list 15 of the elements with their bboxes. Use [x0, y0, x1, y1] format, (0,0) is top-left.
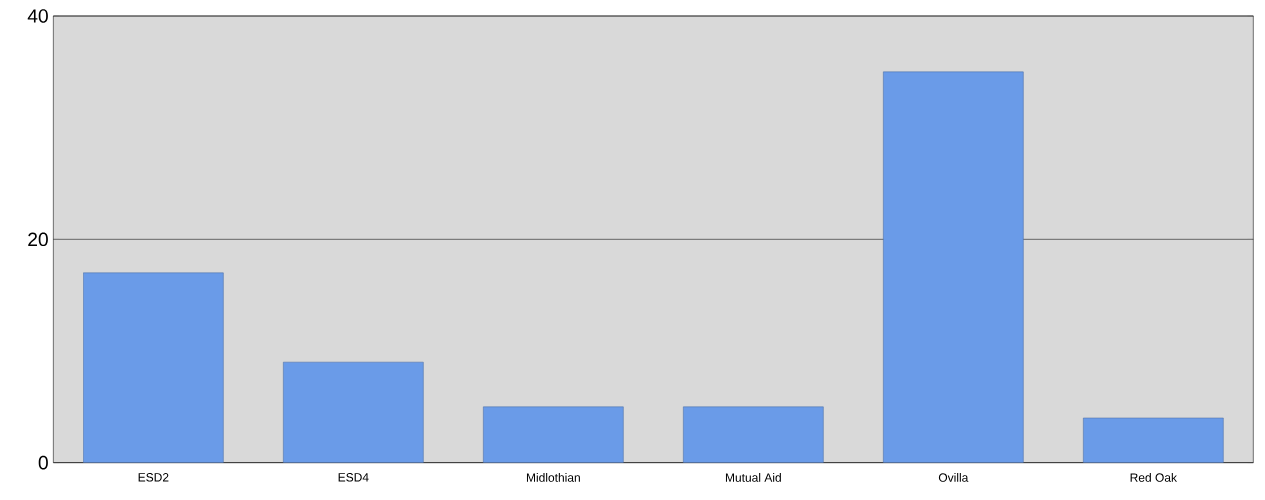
bar	[483, 406, 624, 463]
bar	[683, 406, 824, 463]
x-tick-label: Mutual Aid	[725, 473, 781, 482]
x-tick-label: Ovilla	[938, 473, 969, 482]
y-tick-label: 20	[28, 232, 48, 247]
x-tick-label: ESD2	[138, 473, 169, 482]
bar	[83, 272, 224, 463]
y-tick-label: 0	[38, 455, 48, 470]
bar	[1083, 417, 1224, 463]
x-tick-label: Red Oak	[1130, 473, 1178, 482]
y-tick-label: 40	[27, 9, 48, 23]
bar	[283, 361, 424, 463]
bar	[883, 71, 1024, 463]
x-tick-label: ESD4	[338, 473, 369, 482]
x-tick-label: Midlothian	[526, 473, 580, 482]
